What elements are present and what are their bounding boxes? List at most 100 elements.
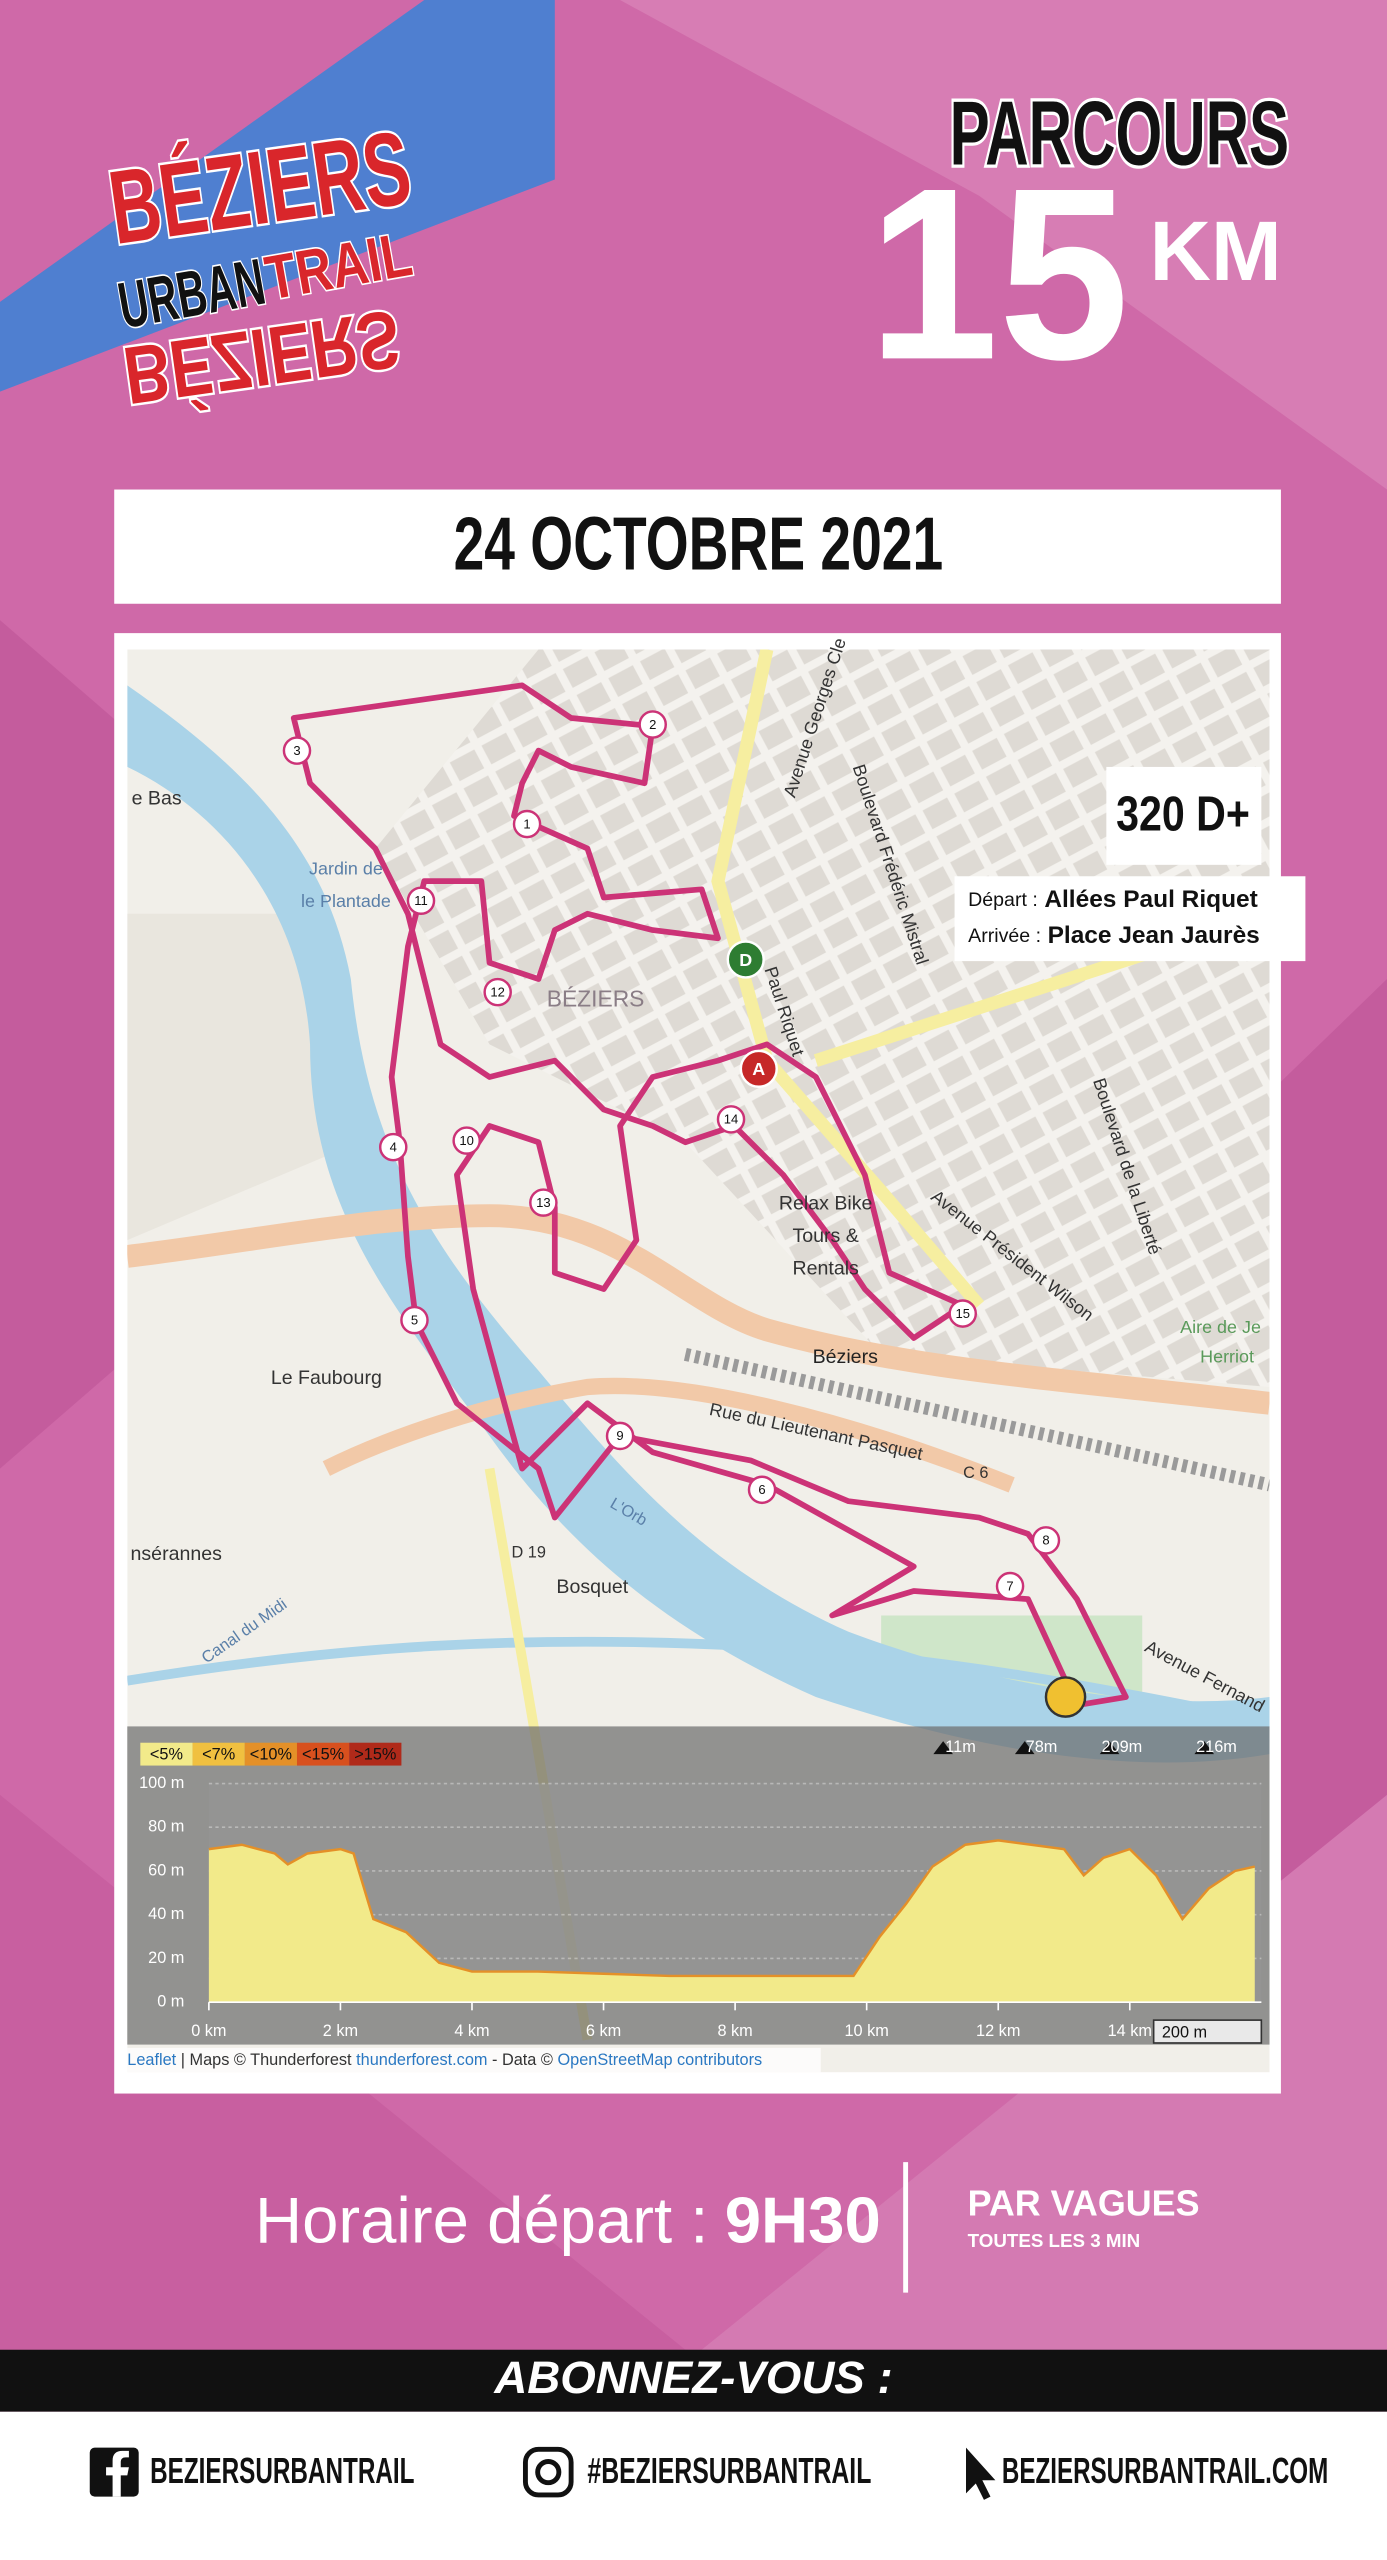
checkpoint: [400, 1305, 429, 1335]
checkpoint: [529, 1188, 558, 1217]
checkpoint: [995, 1571, 1025, 1601]
checkpoint-label: 6: [758, 1482, 765, 1497]
checkpoint-label: 12: [490, 984, 505, 999]
elevation-stat: 11m: [945, 1738, 976, 1756]
arrival-marker-label: A: [752, 1059, 765, 1079]
x-tick-label: 0 km: [191, 2022, 226, 2040]
elevation-line: [208, 1839, 1256, 1978]
checkpoint: [452, 1126, 481, 1155]
map-place: e Bas: [132, 788, 182, 810]
checkpoint: [605, 1421, 635, 1451]
finish-value: Place Jean Jaurès: [1048, 922, 1260, 949]
cta: ABONNEZ-VOUS :: [493, 2352, 892, 2403]
x-tick-label: 14 km: [1108, 2022, 1152, 2040]
map-place: Aire de Je: [1180, 1317, 1261, 1337]
x-tick-label: 10 km: [844, 2022, 888, 2040]
map-place: D 19: [511, 1544, 545, 1562]
attribution-part: Leaflet: [127, 2051, 176, 2069]
instagram-glyph: [535, 2459, 562, 2486]
y-tick-label: 0 m: [157, 1992, 184, 2010]
cta-band: [0, 2349, 1387, 2412]
checkpoint: [747, 1475, 777, 1505]
elevation-gain: 320 D+: [1116, 787, 1250, 841]
slope-legend-swatch: [140, 1742, 193, 1766]
finish-label: Arrivée :: [968, 925, 1041, 947]
map-place: le Plantade: [301, 891, 391, 911]
checkpoint: [512, 809, 542, 839]
date-box: [114, 489, 1281, 604]
map-place: Bosquet: [556, 1576, 628, 1598]
arrival-marker: [739, 1049, 778, 1088]
checkpoint-label: 8: [1042, 1533, 1049, 1548]
stat-icon: [1194, 1741, 1215, 1755]
route: [290, 682, 1129, 1709]
stat-icon: [933, 1741, 953, 1755]
start-value: Allées Paul Riquet: [1044, 886, 1257, 913]
slope-legend-swatch: [244, 1742, 297, 1766]
elevation-stat: 78m: [1026, 1738, 1058, 1756]
map-place: Herriot: [1200, 1346, 1254, 1366]
facebook-handle: BEZIERSURBANTRAIL: [150, 2451, 414, 2491]
date: 24 OCTOBRE 2021: [454, 502, 944, 586]
y-tick-label: 20 m: [148, 1949, 184, 1967]
checkpoint: [638, 710, 667, 739]
attribution-part: OpenStreetMap contributors: [557, 2051, 762, 2069]
x-tick-label: 4 km: [454, 2022, 489, 2040]
checkpoint: [1031, 1526, 1061, 1555]
x-tick-label: 6 km: [586, 2022, 621, 2040]
attribution: Leaflet | Maps © Thunderforest thunderfo…: [127, 2051, 762, 2069]
slope-legend-label: <15%: [302, 1745, 344, 1763]
road: [322, 1377, 1015, 1493]
x-tick-label: 8 km: [717, 2022, 752, 2040]
attribution-bg: [127, 2047, 821, 2073]
checkpoint: [483, 977, 512, 1007]
scale-box: [1152, 2019, 1263, 2044]
waves-subtitle: TOUTES LES 3 MIN: [968, 2230, 1141, 2251]
start-marker: [726, 940, 765, 979]
parcours-title: PARCOURS: [950, 82, 1289, 184]
checkpoint: [406, 886, 436, 916]
attribution-part: thunderforest.com: [356, 2051, 487, 2069]
y-tick-label: 40 m: [148, 1905, 184, 1923]
checkpoint-label: 2: [649, 717, 656, 732]
checkpoint-label: 15: [955, 1306, 970, 1321]
slope-legend-swatch: [296, 1742, 350, 1766]
checkpoint-label: 3: [293, 743, 300, 758]
bg-shape: [620, 0, 1387, 490]
map-place: C 6: [963, 1464, 988, 1482]
slope-legend-label: <7%: [202, 1745, 235, 1763]
elevation-stat: 216m: [1196, 1738, 1237, 1756]
start-time-label: Horaire départ :: [255, 2184, 708, 2257]
checkpoint-label: 4: [390, 1139, 397, 1154]
map-place: Relax Bike: [779, 1192, 873, 1214]
checkpoint-label: 1: [523, 816, 530, 831]
instagram-icon[interactable]: [522, 2446, 574, 2498]
map-place: Rentals: [792, 1258, 859, 1280]
slope-legend-label: >15%: [354, 1745, 396, 1763]
slope-legend-swatch: [192, 1742, 245, 1766]
checkpoint-label: 7: [1006, 1578, 1013, 1593]
instagram-handle: #BEZIERSURBANTRAIL: [587, 2451, 871, 2491]
y-tick-label: 60 m: [148, 1861, 184, 1879]
website: BEZIERSURBANTRAIL.COM: [1002, 2451, 1328, 2491]
attribution-part: - Data ©: [487, 2051, 557, 2069]
slope-legend-label: <5%: [150, 1745, 183, 1763]
elevation-area: [208, 1840, 1255, 2003]
logo-band: [0, 0, 555, 392]
stat-icon: [1099, 1741, 1120, 1755]
cursor-icon[interactable]: [966, 2447, 996, 2500]
checkpoint-label: 14: [724, 1112, 739, 1127]
checkpoint-label: 10: [459, 1133, 474, 1148]
start-marker-label: D: [739, 950, 752, 970]
map-place: BÉZIERS: [547, 985, 645, 1011]
distance-unit: KM: [1150, 203, 1282, 298]
checkpoint: [716, 1105, 746, 1134]
railway: [683, 1347, 1270, 1492]
map-place: Béziers: [813, 1346, 878, 1368]
y-tick-label: 80 m: [148, 1818, 184, 1836]
finish-icon: [1044, 1676, 1087, 1718]
checkpoint-label: 11: [414, 893, 428, 908]
